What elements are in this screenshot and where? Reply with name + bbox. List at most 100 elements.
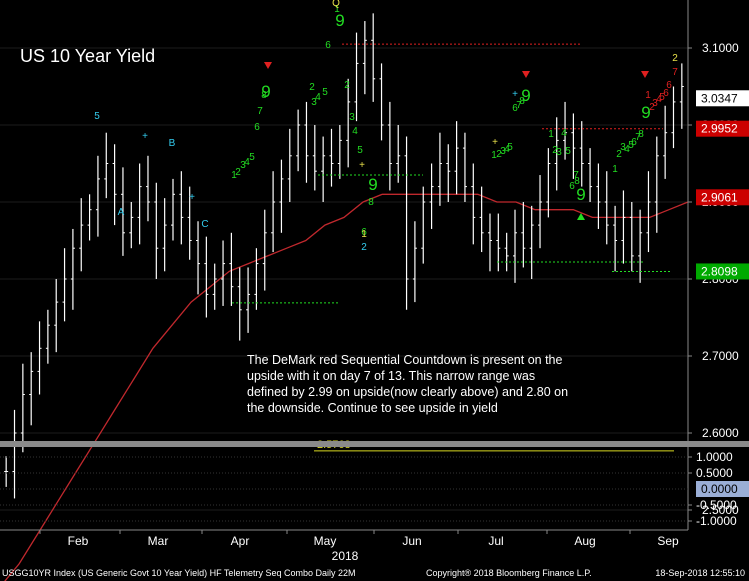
- demark-count-label: 5: [322, 87, 328, 98]
- demark-count-label: 4: [624, 144, 630, 155]
- x-month-label: Feb: [68, 534, 89, 548]
- demark-count-label: +: [512, 89, 518, 100]
- lower-y-tick-label: -0.5000: [696, 498, 737, 512]
- demark-count-label: 7: [672, 67, 678, 78]
- demark-count-label: 3: [349, 112, 355, 123]
- demark-count-label: 8: [519, 96, 525, 107]
- footer-ticker: USGG10YR Index (US Generic Govt 10 Year …: [2, 568, 356, 578]
- demark-count-label: 3: [652, 98, 658, 109]
- demark-count-label: A: [118, 207, 125, 218]
- price-label-text: 3.0347: [701, 91, 738, 105]
- demark-count-label: +: [189, 192, 195, 203]
- chart-title: US 10 Year Yield: [20, 46, 156, 66]
- down-arrow-icon: [264, 62, 272, 69]
- demark-count-label: 7: [516, 100, 522, 111]
- demark-count-label: 6: [569, 181, 575, 192]
- footer-bar: USGG10YR Index (US Generic Govt 10 Year …: [0, 566, 749, 581]
- x-year-label: 2018: [332, 549, 359, 563]
- demark-count-label: 9: [335, 11, 344, 30]
- moving-average-path: [4, 193, 689, 581]
- demark-count-label: 1: [612, 164, 618, 175]
- demark-count-label: 6: [325, 40, 331, 51]
- demark-count-label: +: [359, 160, 365, 171]
- y-tick-label: 2.5000: [702, 503, 739, 517]
- demark-count-label: 1: [231, 170, 237, 181]
- demark-count-label: 9: [576, 185, 585, 204]
- zero-label-text: 0.0000: [701, 482, 738, 496]
- demark-count-label: 5: [507, 142, 513, 153]
- x-month-label: Aug: [574, 534, 595, 548]
- demark-count-label: 4: [656, 94, 662, 105]
- demark-count-label: 2: [616, 149, 622, 160]
- analyst-annotation: The DeMark red Sequential Countdown is p…: [247, 353, 569, 415]
- demark-count-label: 6: [666, 80, 672, 91]
- demark-count-label: 9: [368, 175, 377, 194]
- chart-gridlines: [0, 47, 688, 511]
- demark-count-label: 8: [368, 197, 374, 208]
- demark-count-label: 9: [521, 86, 530, 105]
- panel-separator: [0, 441, 749, 447]
- demark-count-label: 7: [635, 132, 641, 143]
- x-month-label: Jul: [488, 534, 503, 548]
- demark-count-label: +: [492, 137, 498, 148]
- price-label-box: [696, 189, 749, 206]
- demark-count-label: 6: [663, 88, 669, 99]
- demark-count-label: 1: [645, 90, 651, 101]
- x-month-label: Apr: [231, 534, 250, 548]
- demark-count-label: 2: [496, 149, 502, 160]
- demark-count-label: 4: [504, 144, 510, 155]
- price-bars: [4, 13, 684, 499]
- demark-count-label: 9: [261, 82, 270, 101]
- demark-count-label: 5: [659, 92, 665, 103]
- price-label-box: [696, 120, 749, 137]
- x-month-label: Jun: [402, 534, 421, 548]
- demark-count-label: 5: [249, 152, 255, 163]
- price-label-text: 2.9952: [701, 122, 738, 136]
- lower-y-tick-label: -1.0000: [696, 514, 737, 528]
- x-month-label: Mar: [148, 534, 169, 548]
- demark-count-label: 8: [261, 90, 267, 101]
- demark-count-label: 8: [574, 176, 580, 187]
- demark-count-label: 2: [672, 53, 678, 64]
- demark-count-label: 3: [311, 97, 317, 108]
- demark-count-label: 3: [240, 160, 246, 171]
- demark-count-label: 1: [491, 150, 497, 161]
- y-tick-label: 3.1000: [702, 41, 739, 55]
- dotted-levels: [232, 43, 672, 304]
- demark-count-label: 5: [357, 145, 363, 156]
- demark-count-label: 3: [500, 146, 506, 157]
- demark-count-label: 2: [649, 102, 655, 113]
- demark-count-label: 8: [638, 129, 644, 140]
- demark-count-label: 6: [254, 122, 260, 133]
- demark-count-label: 5: [565, 146, 571, 157]
- demark-count-label: Q: [332, 0, 340, 9]
- down-arrow-icon: [522, 71, 530, 78]
- footer-timestamp: 18-Sep-2018 12:55:10: [655, 568, 745, 578]
- price-label-text: 2.9061: [701, 190, 738, 204]
- demark-count-label: 6: [361, 227, 367, 238]
- demark-count-label: 7: [257, 106, 263, 117]
- demark-count-label: 5: [94, 111, 100, 122]
- demark-count-label: 1: [334, 4, 340, 15]
- demark-count-label: B: [169, 138, 176, 149]
- demark-count-label: 5: [628, 140, 634, 151]
- lower-y-tick-label: 0.5000: [696, 466, 733, 480]
- demark-count-label: C: [201, 219, 208, 230]
- up-arrow-icon: [577, 213, 585, 220]
- demark-count-label: 2: [235, 167, 241, 178]
- demark-count-label: 4: [561, 128, 567, 139]
- demark-count-label: 7: [573, 170, 579, 181]
- demark-count-label: 4: [315, 92, 321, 103]
- demark-count-label: 4: [244, 157, 250, 168]
- down-arrow-icon: [641, 71, 649, 78]
- lower-y-tick-label: 1.0000: [696, 450, 733, 464]
- price-label-text: 2.8098: [701, 264, 738, 278]
- demark-count-label: 6: [512, 103, 518, 114]
- lower-indicator-panel: 1.0000 0.5000 -0.5000 -1.0000 0.0000: [0, 450, 749, 528]
- x-month-label: May: [314, 534, 337, 548]
- price-label-box: [696, 90, 749, 107]
- demark-count-label: 9: [641, 103, 650, 122]
- demark-count-label: 4: [352, 126, 358, 137]
